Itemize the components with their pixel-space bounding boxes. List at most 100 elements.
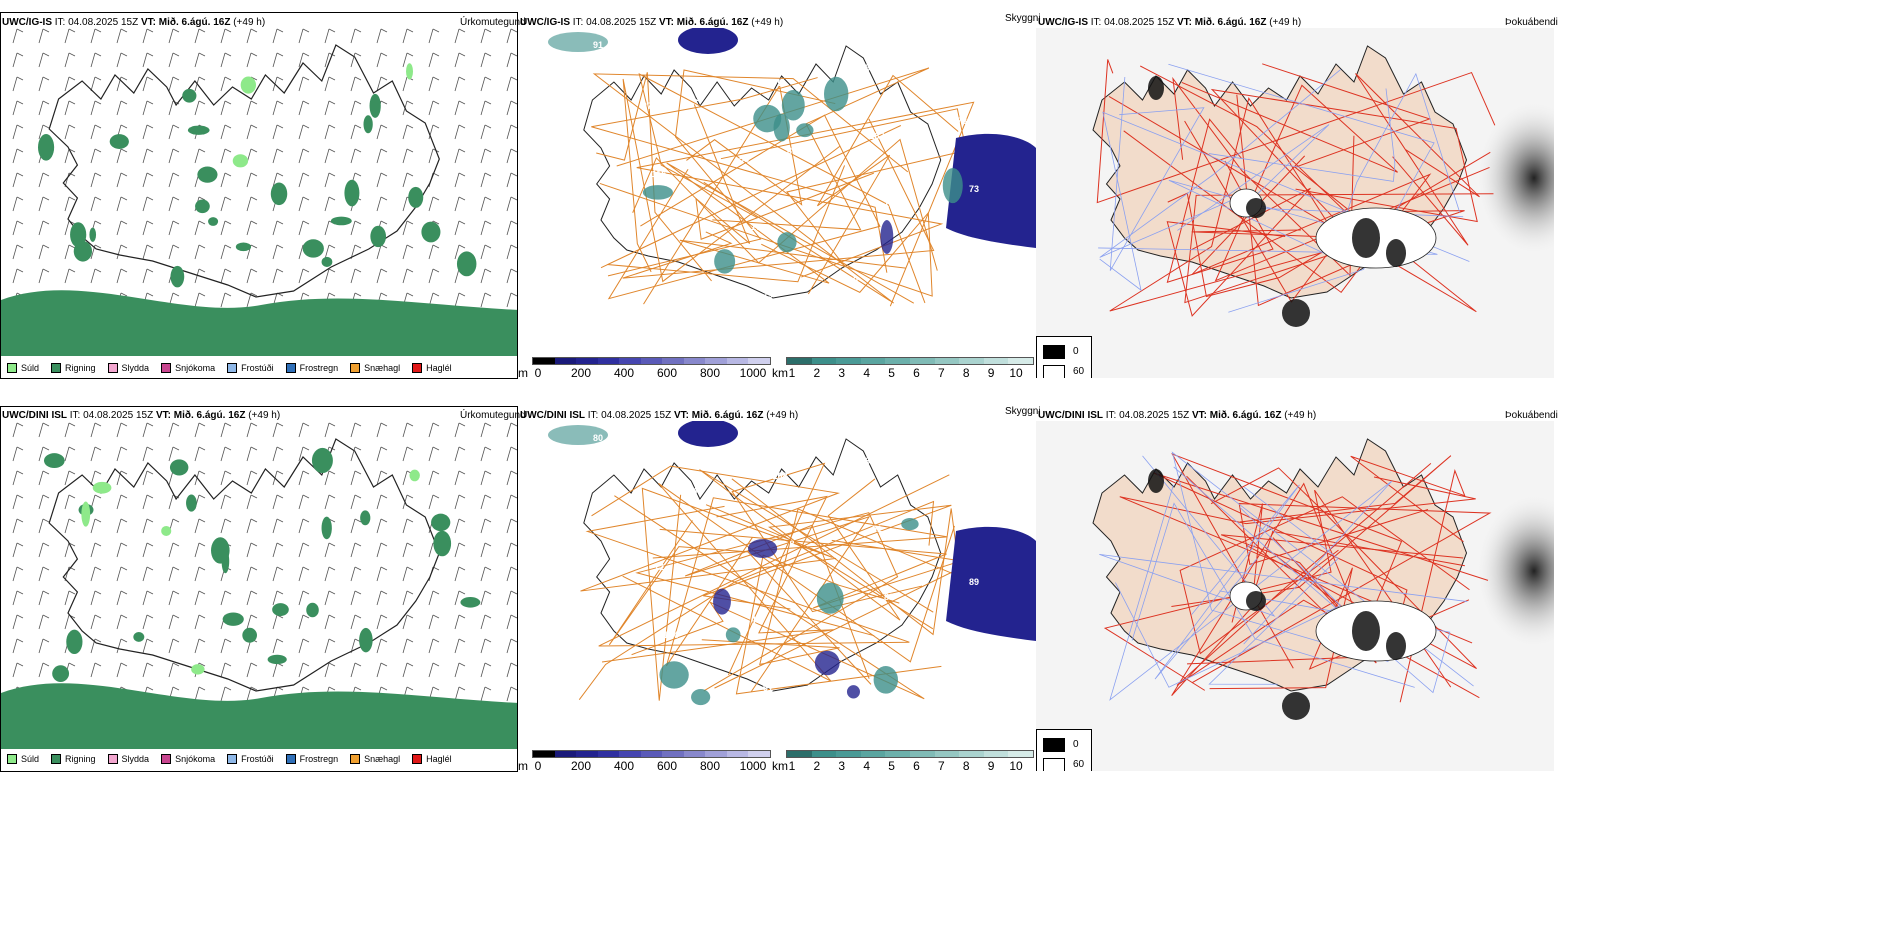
wind-barb-flag xyxy=(16,28,24,33)
road xyxy=(1096,59,1496,204)
wind-barb xyxy=(480,542,486,558)
wind-barb-flag xyxy=(146,268,154,273)
wind-barb-flag xyxy=(198,422,206,427)
wind-barb xyxy=(12,76,18,92)
wind-barb-flag xyxy=(302,446,310,451)
wind-barb-flag xyxy=(68,100,76,105)
wind-barb-flag xyxy=(146,638,154,643)
wind-barb xyxy=(402,268,408,284)
wind-barb xyxy=(506,422,512,438)
wind-barb xyxy=(298,590,304,606)
shower-cell xyxy=(359,627,373,653)
wind-barb xyxy=(220,494,226,510)
wind-barb-flag xyxy=(484,614,492,619)
wind-barb-flag xyxy=(224,518,232,523)
colorbar-segment xyxy=(748,751,771,757)
cloud-title: Skyggni xyxy=(1005,13,1041,24)
cloud-base-label: 91 xyxy=(593,40,603,50)
wind-barb xyxy=(168,52,174,68)
wind-barb-flag xyxy=(510,148,517,153)
wind-barb xyxy=(64,614,70,630)
wind-barb xyxy=(116,566,122,582)
wind-barb-flag xyxy=(172,686,180,691)
wind-barb xyxy=(12,268,18,284)
wind-barb xyxy=(428,76,434,92)
wind-barb xyxy=(480,518,486,534)
wind-barb xyxy=(402,244,408,260)
model-name: UWC/DINI ISL xyxy=(2,410,67,421)
wind-barb xyxy=(90,590,96,606)
wind-barb-flag xyxy=(250,244,258,249)
wind-barb-flag xyxy=(458,542,466,547)
rain-area xyxy=(1,683,517,749)
legend-item: Frostúði xyxy=(227,363,274,373)
wind-barb-flag xyxy=(42,590,50,595)
wind-barb xyxy=(168,172,174,188)
wind-barb-flag xyxy=(406,494,414,499)
wind-barb xyxy=(116,100,122,116)
wind-barb-flag xyxy=(16,566,24,571)
wind-barb xyxy=(402,566,408,582)
wind-barb xyxy=(64,446,70,462)
cloud-title: Skyggni xyxy=(1005,406,1041,417)
wind-barb xyxy=(220,28,226,44)
wind-barb-flag xyxy=(16,76,24,81)
wind-barb xyxy=(454,494,460,510)
wind-barb xyxy=(220,470,226,486)
wind-barb-flag xyxy=(406,638,414,643)
wind-barb xyxy=(12,28,18,44)
wind-barb-flag xyxy=(276,148,284,153)
wind-barb-flag xyxy=(68,124,76,129)
wind-barb xyxy=(12,590,18,606)
wind-barb-flag xyxy=(224,124,232,129)
wind-barb-flag xyxy=(94,542,102,547)
wind-barb xyxy=(246,446,252,462)
wind-barb-flag xyxy=(302,28,310,33)
wind-barb xyxy=(142,614,148,630)
it-value: 04.08.2025 15Z xyxy=(83,410,154,421)
wind-barb-flag xyxy=(94,244,102,249)
cloud-base-label: 80 xyxy=(593,433,603,443)
wind-barb xyxy=(90,446,96,462)
wind-barb-flag xyxy=(328,614,336,619)
wind-barb-flag xyxy=(380,566,388,571)
wind-barb-flag xyxy=(94,268,102,273)
wind-barb xyxy=(298,124,304,140)
wind-barb xyxy=(480,196,486,212)
fog-title: Þokuábendi xyxy=(1505,17,1558,28)
legend-label: Slydda xyxy=(121,754,150,764)
wind-barb-flag xyxy=(354,446,362,451)
wind-barb xyxy=(142,268,148,284)
wind-barb-flag xyxy=(328,422,336,427)
wind-barb xyxy=(454,124,460,140)
wind-barb-flag xyxy=(380,76,388,81)
wind-barb-flag xyxy=(328,172,336,177)
wind-barb-flag xyxy=(146,422,154,427)
wind-barb-flag xyxy=(432,686,440,691)
wind-barb xyxy=(220,292,226,308)
wind-barb-flag xyxy=(224,446,232,451)
precip-map xyxy=(1,422,517,749)
shower-cell xyxy=(109,134,129,149)
wind-barb-flag xyxy=(380,470,388,475)
wind-barb-flag xyxy=(458,100,466,105)
wind-barb xyxy=(194,292,200,308)
wind-barb xyxy=(454,52,460,68)
wind-barb-flag xyxy=(146,662,154,667)
legend-swatch xyxy=(285,363,296,373)
shower-cell xyxy=(311,447,333,474)
wind-barb-flag xyxy=(458,470,466,475)
wind-barb-flag xyxy=(146,172,154,177)
legend-item: Frostregn xyxy=(285,363,338,373)
wind-barb xyxy=(38,100,44,116)
shower-cell xyxy=(186,494,197,512)
wind-barb xyxy=(12,470,18,486)
wind-barb-flag xyxy=(328,244,336,249)
road xyxy=(702,504,952,630)
wind-barb xyxy=(506,244,512,260)
wind-barb xyxy=(324,220,330,236)
wind-barb-flag xyxy=(16,662,24,667)
shower-cell xyxy=(406,63,414,80)
wind-barb xyxy=(324,268,330,284)
ceiling-colorbar: m 0 200 400 600 800 1000 xyxy=(518,357,773,380)
